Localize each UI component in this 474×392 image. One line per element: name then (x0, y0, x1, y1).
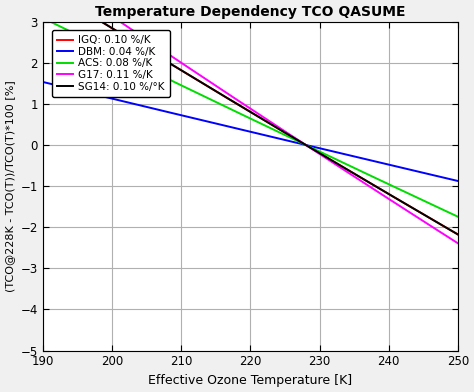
G17: 0.11 %/K: (250, -2.39): 0.11 %/K: (250, -2.39) (455, 241, 461, 246)
IGQ: 0.10 %/K: (249, -2.03): 0.10 %/K: (249, -2.03) (445, 226, 451, 231)
Line: SG14: 0.10 %/°K: SG14: 0.10 %/°K (43, 0, 458, 234)
SG14: 0.10 %/°K: (226, 0.229): 0.10 %/°K: (226, 0.229) (287, 133, 292, 138)
ACS: 0.08 %/K: (218, 0.763): 0.08 %/K: (218, 0.763) (237, 111, 243, 116)
SG14: 0.10 %/°K: (219, 0.918): 0.10 %/°K: (219, 0.918) (239, 105, 245, 109)
G17: 0.11 %/K: (226, 0.252): 0.11 %/K: (226, 0.252) (287, 132, 292, 137)
SG14: 0.10 %/°K: (250, -2.18): 0.10 %/°K: (250, -2.18) (455, 232, 461, 237)
IGQ: 0.10 %/K: (226, 0.229): 0.10 %/K: (226, 0.229) (287, 133, 292, 138)
ACS: 0.08 %/K: (226, 0.183): 0.08 %/K: (226, 0.183) (287, 135, 292, 140)
Line: ACS: 0.08 %/K: ACS: 0.08 %/K (43, 18, 458, 217)
G17: 0.11 %/K: (218, 1.05): 0.11 %/K: (218, 1.05) (237, 99, 243, 104)
IGQ: 0.10 %/K: (218, 0.955): 0.10 %/K: (218, 0.955) (237, 103, 243, 108)
Title: Temperature Dependency TCO QASUME: Temperature Dependency TCO QASUME (95, 5, 406, 19)
DBM: 0.04 %/K: (222, 0.222): 0.04 %/K: (222, 0.222) (264, 133, 270, 138)
DBM: 0.04 %/K: (250, -0.876): 0.04 %/K: (250, -0.876) (455, 179, 461, 183)
ACS: 0.08 %/K: (222, 0.444): 0.08 %/K: (222, 0.444) (264, 124, 270, 129)
SG14: 0.10 %/°K: (222, 0.555): 0.10 %/°K: (222, 0.555) (264, 120, 270, 125)
Line: G17: 0.11 %/K: G17: 0.11 %/K (43, 0, 458, 243)
G17: 0.11 %/K: (219, 1.01): 0.11 %/K: (219, 1.01) (239, 101, 245, 106)
SG14: 0.10 %/°K: (249, -2.03): 0.10 %/°K: (249, -2.03) (445, 226, 451, 231)
DBM: 0.04 %/K: (249, -0.819): 0.04 %/K: (249, -0.819) (445, 176, 451, 181)
G17: 0.11 %/K: (249, -2.24): 0.11 %/K: (249, -2.24) (445, 234, 451, 239)
X-axis label: Effective Ozone Temperature [K]: Effective Ozone Temperature [K] (148, 374, 352, 387)
Y-axis label: (TCO@228K - TCO(T))/TCO(T)*100 [%]: (TCO@228K - TCO(T))/TCO(T)*100 [%] (5, 80, 15, 292)
ACS: 0.08 %/K: (239, -0.89): 0.08 %/K: (239, -0.89) (380, 179, 386, 184)
Line: IGQ: 0.10 %/K: IGQ: 0.10 %/K (43, 0, 458, 234)
DBM: 0.04 %/K: (226, 0.0916): 0.04 %/K: (226, 0.0916) (287, 139, 292, 143)
DBM: 0.04 %/K: (239, -0.446): 0.04 %/K: (239, -0.446) (380, 161, 386, 166)
IGQ: 0.10 %/K: (239, -1.11): 0.10 %/K: (239, -1.11) (380, 188, 386, 193)
DBM: 0.04 %/K: (219, 0.366): 0.04 %/K: (219, 0.366) (239, 127, 245, 132)
Line: DBM: 0.04 %/K: DBM: 0.04 %/K (43, 82, 458, 181)
ACS: 0.08 %/K: (219, 0.734): 0.08 %/K: (219, 0.734) (239, 113, 245, 117)
DBM: 0.04 %/K: (190, 1.53): 0.04 %/K: (190, 1.53) (40, 80, 46, 84)
IGQ: 0.10 %/K: (222, 0.555): 0.10 %/K: (222, 0.555) (264, 120, 270, 125)
G17: 0.11 %/K: (239, -1.22): 0.11 %/K: (239, -1.22) (380, 193, 386, 198)
SG14: 0.10 %/°K: (239, -1.11): 0.10 %/°K: (239, -1.11) (380, 188, 386, 193)
ACS: 0.08 %/K: (190, 3.09): 0.08 %/K: (190, 3.09) (40, 16, 46, 20)
DBM: 0.04 %/K: (218, 0.381): 0.04 %/K: (218, 0.381) (237, 127, 243, 132)
G17: 0.11 %/K: (222, 0.611): 0.11 %/K: (222, 0.611) (264, 118, 270, 122)
Legend: IGQ: 0.10 %/K, DBM: 0.04 %/K, ACS: 0.08 %/K, G17: 0.11 %/K, SG14: 0.10 %/°K: IGQ: 0.10 %/K, DBM: 0.04 %/K, ACS: 0.08 … (52, 30, 170, 97)
ACS: 0.08 %/K: (250, -1.74): 0.08 %/K: (250, -1.74) (455, 214, 461, 219)
SG14: 0.10 %/°K: (218, 0.955): 0.10 %/°K: (218, 0.955) (237, 103, 243, 108)
IGQ: 0.10 %/K: (250, -2.18): 0.10 %/K: (250, -2.18) (455, 232, 461, 237)
IGQ: 0.10 %/K: (219, 0.918): 0.10 %/K: (219, 0.918) (239, 105, 245, 109)
ACS: 0.08 %/K: (249, -1.63): 0.08 %/K: (249, -1.63) (445, 210, 451, 214)
